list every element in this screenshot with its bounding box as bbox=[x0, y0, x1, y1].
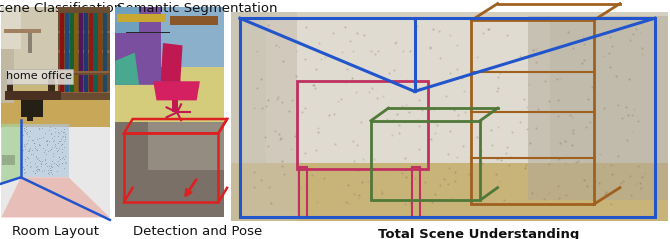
Bar bbox=[58, 50, 110, 53]
Bar bbox=[7, 74, 13, 100]
Bar bbox=[60, 75, 64, 92]
Bar bbox=[115, 7, 175, 67]
Bar bbox=[115, 7, 139, 33]
Bar bbox=[3, 155, 15, 165]
Bar bbox=[124, 133, 218, 202]
Bar bbox=[93, 75, 98, 92]
Bar bbox=[93, 13, 98, 71]
Bar bbox=[161, 7, 224, 67]
Bar bbox=[27, 111, 33, 121]
Polygon shape bbox=[115, 37, 182, 85]
Bar bbox=[472, 20, 594, 204]
Bar bbox=[28, 33, 31, 53]
Bar bbox=[240, 18, 655, 217]
Bar bbox=[70, 13, 74, 71]
Bar bbox=[88, 13, 92, 71]
Polygon shape bbox=[115, 53, 139, 85]
Bar bbox=[1, 100, 110, 127]
Bar bbox=[148, 122, 224, 170]
Bar bbox=[299, 167, 307, 217]
Bar bbox=[58, 31, 110, 33]
Bar bbox=[231, 12, 668, 221]
Text: Room Layout: Room Layout bbox=[12, 225, 99, 238]
Bar bbox=[115, 122, 224, 217]
Bar bbox=[58, 7, 110, 100]
Polygon shape bbox=[161, 43, 182, 81]
Bar bbox=[58, 71, 110, 73]
Bar bbox=[231, 163, 668, 221]
Bar bbox=[60, 13, 64, 71]
Bar bbox=[266, 18, 550, 169]
Bar bbox=[98, 75, 103, 92]
Bar bbox=[65, 75, 69, 92]
Bar bbox=[65, 13, 69, 71]
Bar bbox=[117, 14, 166, 22]
Text: Total Scene Understanding: Total Scene Understanding bbox=[379, 228, 580, 239]
Bar bbox=[58, 91, 110, 93]
Bar bbox=[88, 75, 92, 92]
Bar bbox=[5, 91, 61, 100]
Bar bbox=[5, 69, 73, 84]
Bar bbox=[412, 167, 420, 217]
Bar bbox=[70, 75, 74, 92]
Bar bbox=[48, 74, 54, 100]
Bar bbox=[1, 13, 14, 103]
Bar bbox=[297, 81, 427, 169]
Bar bbox=[74, 13, 78, 71]
Text: Scene Classification: Scene Classification bbox=[0, 2, 122, 15]
Bar bbox=[84, 13, 88, 71]
Bar bbox=[528, 16, 668, 200]
Bar bbox=[371, 121, 480, 200]
Text: home office: home office bbox=[6, 71, 72, 81]
Bar bbox=[103, 75, 107, 92]
Bar bbox=[1, 7, 110, 79]
Bar bbox=[126, 32, 170, 33]
Polygon shape bbox=[1, 177, 110, 217]
Polygon shape bbox=[153, 81, 200, 100]
Bar bbox=[103, 13, 107, 71]
Bar bbox=[115, 7, 224, 127]
Bar bbox=[3, 29, 42, 33]
Polygon shape bbox=[21, 124, 68, 177]
Bar bbox=[84, 75, 88, 92]
Bar bbox=[1, 7, 110, 127]
Bar bbox=[98, 13, 103, 71]
Bar bbox=[231, 12, 297, 221]
Bar bbox=[79, 13, 83, 71]
Polygon shape bbox=[1, 124, 21, 184]
Text: Detection and Pose: Detection and Pose bbox=[133, 225, 262, 238]
Bar bbox=[79, 75, 83, 92]
Bar bbox=[172, 100, 178, 112]
Bar bbox=[1, 122, 110, 217]
Bar bbox=[21, 100, 43, 117]
Bar bbox=[1, 7, 21, 49]
Text: Semantic Segmentation: Semantic Segmentation bbox=[117, 2, 278, 15]
Bar bbox=[170, 16, 218, 25]
Bar bbox=[74, 75, 78, 92]
